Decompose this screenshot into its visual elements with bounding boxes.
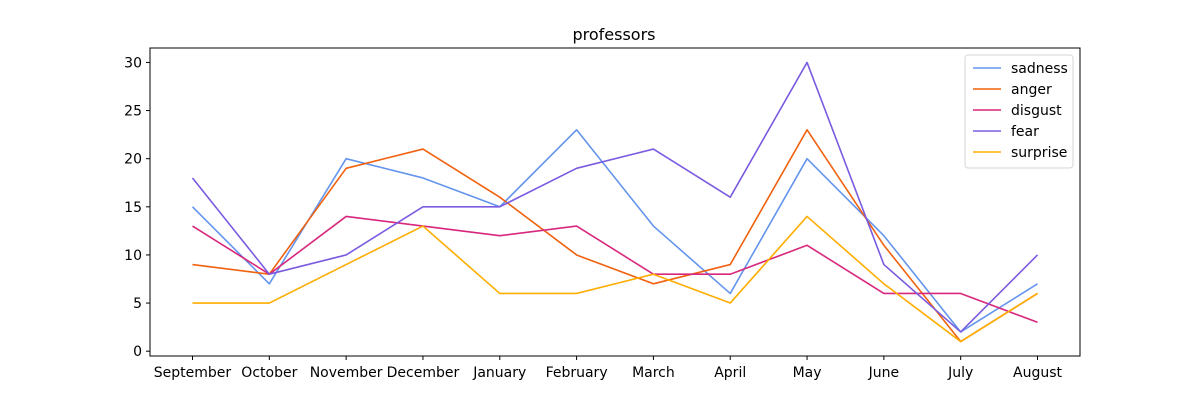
x-tick-label: March	[632, 365, 675, 381]
chart-title: professors	[572, 25, 655, 44]
y-tick-label: 10	[124, 248, 142, 264]
y-tick-label: 0	[133, 344, 142, 360]
y-axis: 0 5 10 15 20 25 30	[124, 55, 150, 360]
x-tick-label: September	[154, 365, 232, 381]
x-tick-label: July	[947, 365, 973, 381]
x-tick-label: April	[714, 365, 746, 381]
legend: sadness anger disgust fear surprise	[964, 54, 1074, 169]
series-line-sadness	[191, 129, 1038, 333]
y-tick-label: 25	[124, 104, 142, 120]
series-line-fear	[191, 61, 1039, 333]
legend-box	[964, 54, 1074, 169]
legend-label-surprise: surprise	[1011, 145, 1067, 161]
x-tick-label: December	[387, 365, 460, 381]
y-tick-label: 30	[124, 55, 142, 71]
x-tick-label: February	[546, 365, 608, 381]
x-tick-label: August	[1013, 365, 1063, 381]
series-line-anger	[192, 129, 1038, 343]
legend-label-fear: fear	[1011, 124, 1039, 140]
series-line-surprise	[192, 215, 1038, 343]
x-axis: September October November December January F…	[154, 356, 1063, 381]
x-tick-label: May	[793, 365, 822, 381]
x-tick-label: November	[310, 365, 383, 381]
y-tick-label: 15	[124, 200, 142, 216]
y-tick-label: 5	[133, 296, 142, 312]
legend-label-sadness: sadness	[1011, 61, 1068, 77]
x-tick-label: June	[868, 365, 900, 381]
series-lines	[191, 61, 1039, 343]
y-tick-label: 20	[124, 152, 142, 168]
legend-label-anger: anger	[1011, 82, 1052, 98]
legend-label-disgust: disgust	[1011, 103, 1062, 119]
plot-area	[149, 47, 1081, 357]
x-tick-label: October	[241, 365, 297, 381]
x-tick-label: January	[472, 365, 526, 381]
